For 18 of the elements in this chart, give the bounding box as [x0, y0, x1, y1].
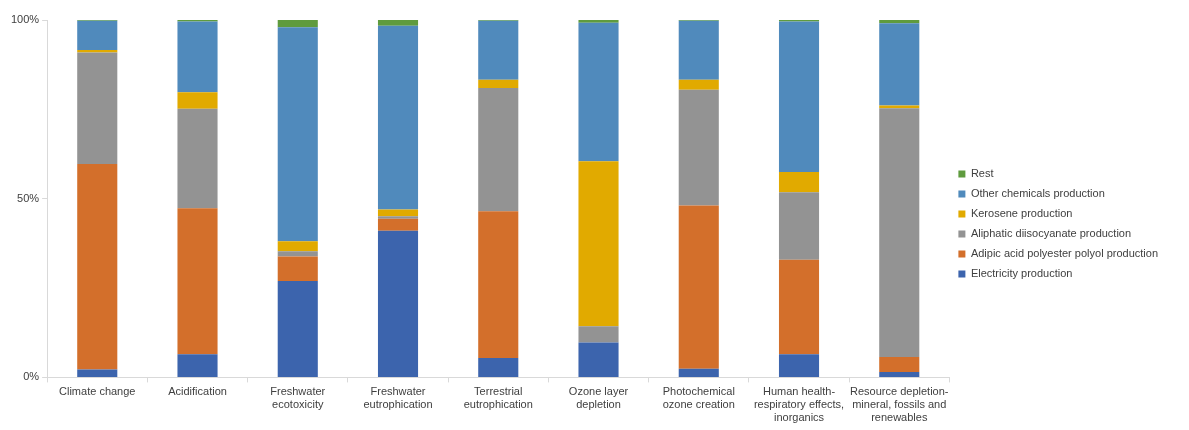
- x-tick-label: Human health-respiratory effects, inorganics: [753, 385, 845, 424]
- legend-label: Electricity production: [970, 267, 1073, 280]
- x-tick-label: Resource depletion-mineral, fossils and renewables: [850, 385, 949, 424]
- legend-label: Kerosene production: [970, 207, 1073, 220]
- x-tick-label: Freshwater ecotoxicity: [270, 385, 326, 411]
- legend-label: Rest: [970, 167, 994, 180]
- legend-label: Other chemicals production: [970, 187, 1105, 200]
- legend-label: Aliphatic diisocyanate production: [970, 227, 1132, 240]
- x-tick-label: Freshwater eutrophication: [363, 385, 433, 411]
- x-tick-label: Terrestrial eutrophication: [463, 385, 533, 411]
- y-tick-label: 50%: [17, 191, 40, 204]
- y-tick-label: 0%: [23, 370, 40, 383]
- legend-label: Adipic acid polyester polyol production: [970, 247, 1158, 260]
- y-tick-label: 100%: [10, 13, 40, 26]
- x-tick-label: Acidification: [168, 385, 227, 398]
- x-tick-label: Climate change: [59, 385, 136, 398]
- x-tick-label: Ozone layer depletion: [568, 385, 629, 411]
- x-tick-label: Photochemical ozone creation: [662, 385, 735, 411]
